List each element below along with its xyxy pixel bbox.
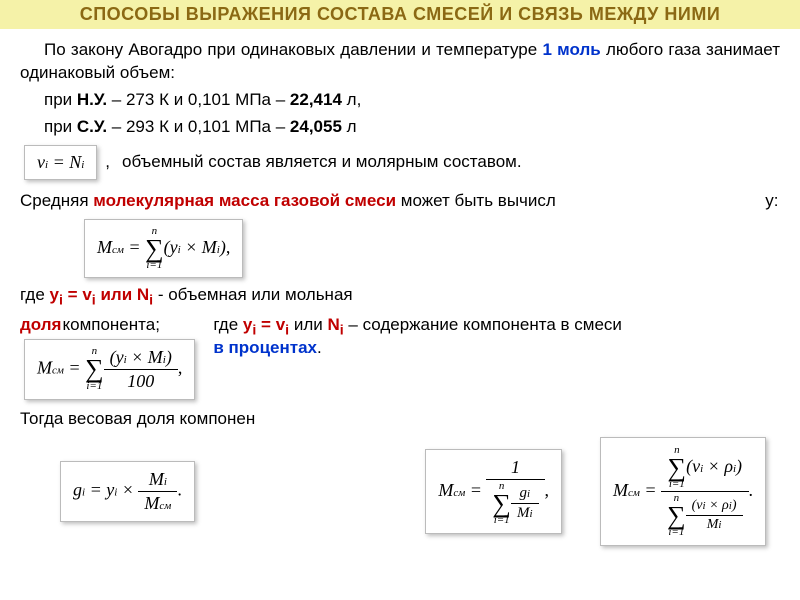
y: (y [164, 237, 178, 257]
text: при [44, 90, 77, 109]
percent-line: в процентах. [213, 338, 780, 358]
nu-value: 22,414 [290, 90, 342, 109]
bottom-formula-row: gi = yi × MiMсм. Mсм = 1n∑i=1giMi, Mсм =… [20, 435, 780, 549]
comma: , [105, 152, 110, 172]
text: По закону Авогадро при одинаковых давлен… [44, 40, 542, 59]
sub-cm: см [112, 244, 124, 256]
dolya-text: долякомпонента; [20, 315, 199, 335]
text: где [20, 285, 50, 304]
mol-mass-term: молекулярная масса газовой смеси [93, 191, 396, 210]
formula-nu-eq-N: νi = Ni [24, 145, 97, 180]
text: – 293 К и 0,101 МПа – [107, 117, 290, 136]
text: - объемная или мольная [153, 285, 353, 304]
right-column: где yi = vi или Ni – содержание компонен… [207, 315, 780, 358]
or: или [96, 285, 137, 304]
sum-bot: i=1 [145, 260, 164, 271]
sub-i: i [81, 159, 84, 171]
text: где [213, 315, 243, 334]
text: может быть вычисл [396, 191, 556, 210]
equals: = [64, 357, 85, 377]
su-line: при С.У. – 293 К и 0,101 МПа – 24,055 л [20, 116, 780, 139]
formula-row-2: Mсм = n∑i=1(yi × Mi), [80, 217, 780, 280]
M: M [37, 357, 52, 377]
formula-Mcm-inverse: Mсм = 1n∑i=1giMi, [425, 449, 562, 534]
intro-paragraph: По закону Авогадро при одинаковых давлен… [20, 39, 780, 85]
g: g [73, 480, 82, 500]
text: – 273 К и 0,101 МПа – [107, 90, 290, 109]
nu-line: при Н.У. – 273 К и 0,101 МПа – 22,414 л, [20, 89, 780, 112]
vol-composition-text: объемный состав является и молярным сост… [122, 152, 780, 172]
nu-label: Н.У. [77, 90, 107, 109]
text: Средняя [20, 191, 93, 210]
content-area: По закону Авогадро при одинаковых давлен… [0, 29, 800, 554]
where-line-2: где yi = vi или Ni – содержание компонен… [213, 315, 780, 338]
su-value: 24,055 [290, 117, 342, 136]
sigma-icon: n∑i=1 [85, 346, 104, 391]
sigma-icon: n∑i=1 [145, 226, 164, 271]
eq: = [63, 285, 82, 304]
text: л [342, 117, 357, 136]
mol-mass-para: Средняя молекулярная масса газовой смеси… [20, 190, 780, 213]
text: – содержание компонента в смеси [344, 315, 622, 334]
vi: vi [82, 285, 95, 304]
M: M [97, 237, 112, 257]
formula-Mcm-sum-yM: Mсм = n∑i=1(yi × Mi), [84, 219, 243, 278]
one-mole: 1 моль [542, 40, 600, 59]
Ni: Ni [137, 285, 153, 304]
formula-row-1: νi = Ni , объемный состав является и мол… [20, 143, 780, 182]
eq-N: = N [48, 152, 81, 172]
formula-row-3: долякомпонента; Mсм = n∑i=1(yi × Mi)100,… [20, 315, 780, 402]
sub-cm: см [52, 364, 64, 376]
eq-y: = y [85, 480, 114, 500]
where-line-1: где yi = vi или Ni - объемная или мольна… [20, 284, 780, 311]
formula-Mcm-sum-yM-100: Mсм = n∑i=1(yi × Mi)100, [24, 339, 195, 400]
nu-symbol: ν [37, 152, 45, 172]
left-column: долякомпонента; Mсм = n∑i=1(yi × Mi)100, [20, 315, 199, 402]
equals: = [124, 237, 145, 257]
xM: × M [181, 237, 217, 257]
text: л, [342, 90, 361, 109]
text: у: [765, 191, 778, 210]
weight-fraction-para: Тогда весовая доля компонен [20, 408, 780, 431]
formula-Mcm-rho: Mсм = n∑i=1(νi × ρi) n∑i=1(νi × ρi)Mi . [600, 437, 766, 547]
times: × [117, 480, 138, 500]
page-title: СПОСОБЫ ВЫРАЖЕНИЯ СОСТАВА СМЕСЕЙ И СВЯЗЬ… [0, 0, 800, 29]
text: при [44, 117, 77, 136]
yi: yi [50, 285, 63, 304]
su-label: С.У. [77, 117, 107, 136]
formula-gi: gi = yi × MiMсм. [60, 461, 195, 522]
